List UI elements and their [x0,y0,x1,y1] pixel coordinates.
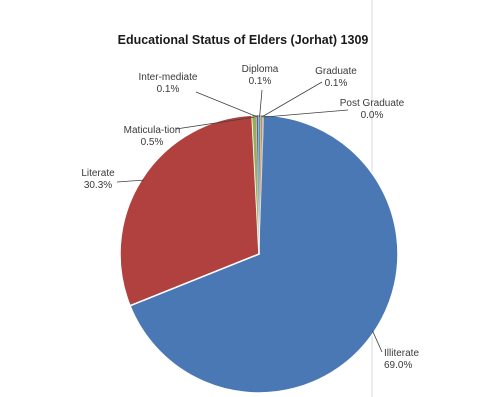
pie-slice-post-graduate [258,114,265,255]
pie-slice-literate [119,114,260,307]
chart-title: Educational Status of Elders (Jorhat) 13… [118,33,369,47]
leader-line [195,91,258,118]
slice-label: Graduate [315,66,357,77]
slice-value-label: 0.1% [157,84,180,95]
leader-line [372,330,383,353]
slice-value-label: 30.3% [84,180,112,191]
slice-label: Maticula-tion [124,125,181,136]
pie-slices [119,114,399,394]
leader-lines [116,81,383,353]
slice-value-label: 0.5% [141,137,164,148]
leader-line [261,81,323,118]
slice-value-label: 0.1% [249,76,272,87]
leader-line [263,109,349,118]
leader-line [116,179,144,183]
slice-value-label: 69.0% [384,360,412,371]
slice-label: Inter-mediate [139,72,198,83]
slice-label: Diploma [242,64,279,75]
pie-slice-illiterate [129,114,399,394]
leader-line [175,116,255,130]
leader-line [259,89,263,118]
slice-value-label: 0.1% [325,78,348,89]
slice-label: Post Graduate [340,98,405,109]
slice-value-label: 0.0% [361,110,384,121]
slice-label: Illiterate [384,348,419,359]
slice-label: Literate [81,168,115,179]
